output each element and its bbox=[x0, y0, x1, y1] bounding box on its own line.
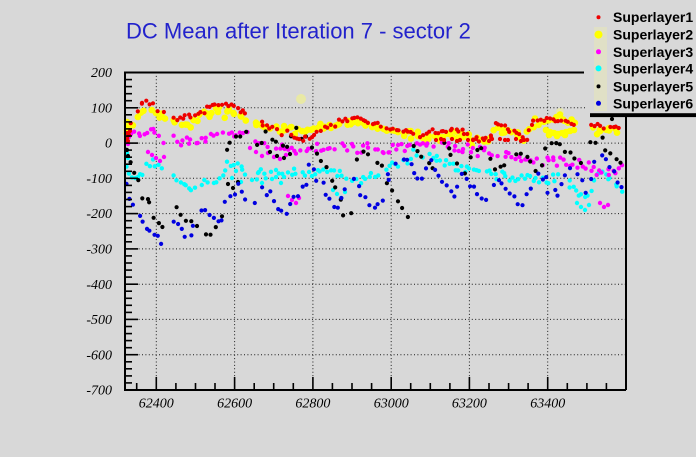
svg-text:100: 100 bbox=[91, 101, 112, 116]
svg-text:-700: -700 bbox=[86, 384, 112, 399]
svg-text:-600: -600 bbox=[86, 348, 112, 363]
svg-text:Superlayer6: Superlayer6 bbox=[613, 95, 693, 111]
svg-text:-100: -100 bbox=[86, 172, 112, 187]
svg-text:63400: 63400 bbox=[530, 397, 565, 412]
svg-text:62400: 62400 bbox=[139, 397, 174, 412]
svg-text:Superlayer5: Superlayer5 bbox=[613, 78, 693, 94]
svg-text:62800: 62800 bbox=[295, 397, 330, 412]
svg-text:Superlayer2: Superlayer2 bbox=[613, 27, 693, 43]
svg-text:63200: 63200 bbox=[452, 397, 487, 412]
svg-text:-200: -200 bbox=[86, 207, 112, 222]
svg-text:-400: -400 bbox=[86, 278, 112, 293]
svg-text:200: 200 bbox=[91, 66, 112, 81]
svg-text:63000: 63000 bbox=[374, 397, 409, 412]
svg-text:62600: 62600 bbox=[217, 397, 252, 412]
svg-text:Superlayer1: Superlayer1 bbox=[613, 9, 693, 25]
svg-text:0: 0 bbox=[105, 137, 112, 152]
svg-text:-500: -500 bbox=[86, 313, 112, 328]
svg-text:Superlayer3: Superlayer3 bbox=[613, 44, 693, 60]
svg-text:Superlayer4: Superlayer4 bbox=[613, 60, 693, 76]
svg-text:-300: -300 bbox=[86, 243, 112, 258]
svg-text:DC Mean after Iteration 7 - se: DC Mean after Iteration 7 - sector 2 bbox=[126, 19, 471, 44]
